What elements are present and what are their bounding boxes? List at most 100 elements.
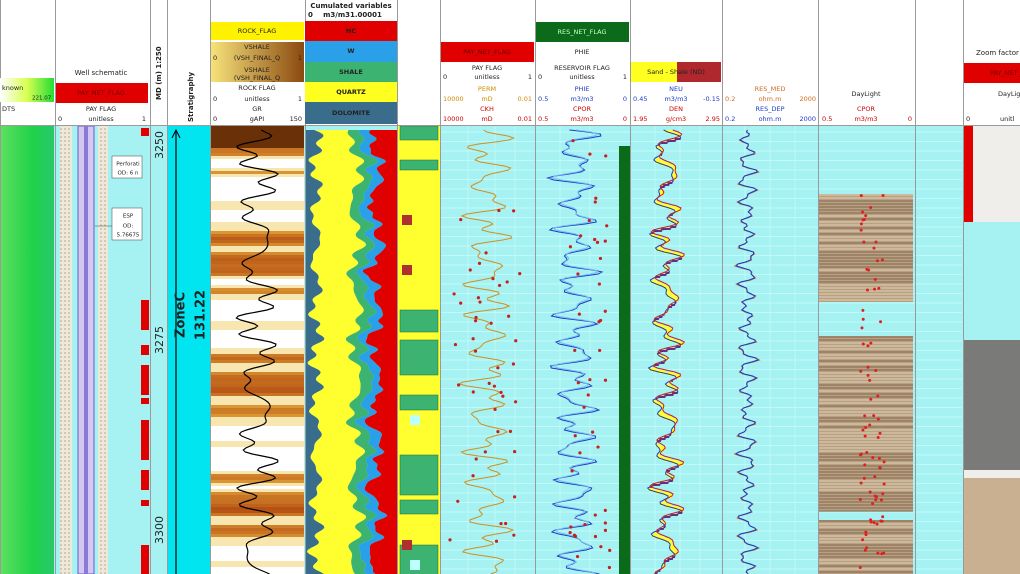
core-strip (819, 242, 913, 244)
shale-band (211, 402, 304, 406)
label: 0.5 (538, 115, 548, 123)
core-strip (819, 526, 913, 528)
core-strip (819, 429, 913, 431)
core-point (505, 280, 509, 284)
label: 0.01 (518, 115, 532, 123)
headers: known 221.07 DTS Well schematic PAY_NET_… (0, 2, 1020, 124)
core-strip (819, 378, 913, 380)
cpor-point (880, 552, 884, 556)
cpor-point (872, 521, 876, 525)
label: 10000 (443, 115, 464, 123)
core-strip (819, 414, 913, 416)
log-curve (545, 129, 604, 574)
core-point (507, 314, 511, 318)
nd-fill (652, 366, 654, 368)
core-point (570, 469, 574, 473)
shale-band (211, 219, 304, 223)
core-point (473, 319, 478, 323)
cpor-point (881, 193, 885, 197)
nd-fill (667, 296, 678, 298)
nd-fill (665, 506, 679, 508)
nd-fill (670, 420, 678, 422)
cpor-point (859, 222, 863, 226)
cpor-point (881, 492, 885, 496)
nd-fill (657, 354, 662, 356)
label: 2000 (799, 115, 816, 123)
nd-fill (657, 538, 670, 540)
core-strip (819, 299, 913, 301)
header-bg (0, 0, 1020, 126)
core-strip (819, 393, 913, 395)
nd-fill (653, 324, 664, 326)
core-point (608, 548, 612, 552)
core-strip (819, 266, 913, 268)
core-strip (819, 245, 913, 247)
marker (402, 540, 412, 550)
core-strip (819, 411, 913, 413)
label: known (2, 84, 23, 92)
core-point (591, 430, 595, 434)
nd-fill (671, 176, 677, 178)
nd-fill (671, 430, 675, 432)
core-strip (819, 369, 913, 371)
nd-fill (672, 552, 679, 554)
label: unitless (569, 73, 595, 81)
label: 0.45 (633, 95, 647, 103)
shale-band (211, 504, 304, 508)
label: 0 (623, 115, 627, 123)
core-strip (819, 257, 913, 259)
lithology-fill (305, 130, 325, 574)
shale-band (211, 357, 304, 361)
shale-band (211, 405, 304, 409)
shale-band (211, 423, 304, 427)
nd-fill (647, 488, 654, 490)
label: CKH (480, 105, 494, 113)
nd-fill (665, 474, 671, 476)
nd-fill (667, 166, 676, 168)
layer (305, 21, 397, 41)
cpor-point (869, 341, 873, 345)
label: RESERVOIR FLAG (554, 64, 610, 72)
label: PAY_NET_FLAG (990, 69, 1020, 77)
depth-label: 3250 (153, 131, 166, 159)
core-point (456, 499, 460, 503)
shale-band (211, 309, 304, 313)
band (211, 126, 304, 148)
core-strip (819, 562, 913, 564)
nd-fill (651, 370, 666, 372)
label: unitless (88, 115, 114, 123)
nd-fill (656, 148, 663, 150)
shale-band (211, 369, 304, 373)
nd-fill (656, 456, 665, 458)
core-point (603, 239, 607, 243)
core-point (496, 430, 500, 434)
core-strip (819, 523, 913, 525)
nd-fill (665, 384, 672, 386)
core-point (483, 450, 487, 454)
nd-fill (664, 460, 680, 462)
cpor-point (876, 394, 880, 398)
nd-fill (673, 254, 685, 256)
pay-flag (141, 345, 149, 355)
core-point (518, 272, 522, 276)
shale-band (211, 408, 304, 412)
cpor-point (859, 228, 863, 232)
shale-band (211, 228, 304, 232)
nd-fill (652, 322, 658, 324)
core-strip (819, 405, 913, 407)
nd-fill (669, 548, 677, 550)
label: PHIE (575, 85, 590, 93)
core-strip (819, 224, 913, 226)
annotation-box (111, 155, 143, 179)
label: PHIE (575, 48, 590, 56)
pay-flag (141, 470, 149, 490)
shale-band (211, 159, 304, 163)
shale-band (211, 570, 304, 574)
cpor-point (866, 344, 870, 348)
label: 0 (443, 73, 447, 81)
shale-band (211, 204, 304, 208)
label: RES_NET_FLAG (557, 28, 606, 36)
core-strip (819, 492, 913, 494)
shale-band (211, 291, 304, 295)
shale-band (211, 285, 304, 289)
